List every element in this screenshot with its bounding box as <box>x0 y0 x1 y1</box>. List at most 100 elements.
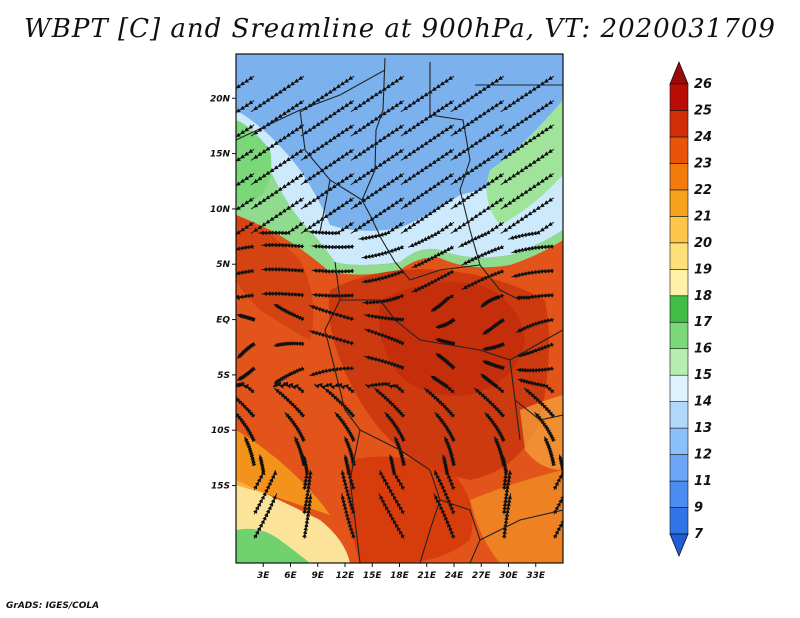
colorbar-swatch <box>669 110 689 138</box>
streamline <box>430 293 455 312</box>
streamline <box>236 173 255 208</box>
colorbar-swatch <box>669 189 689 217</box>
streamline <box>482 360 505 371</box>
colorbar-swatch <box>669 427 689 455</box>
colorbar-level-label: 20 <box>694 236 712 251</box>
streamline <box>384 411 406 442</box>
colorbar-swatch <box>669 216 689 244</box>
lon-tick-label: 15E <box>363 571 383 581</box>
streamline <box>373 387 406 418</box>
lon-tick-label: 9E <box>312 571 325 581</box>
streamlines <box>236 75 563 539</box>
streamline <box>236 221 255 243</box>
lat-tick-label: 5N <box>216 260 230 270</box>
streamline <box>236 268 255 282</box>
streamline <box>308 304 355 322</box>
streamline <box>273 387 306 418</box>
streamline <box>363 328 405 346</box>
lon-tick-label: 18E <box>390 571 410 581</box>
streamline <box>273 303 305 322</box>
streamline <box>362 293 405 305</box>
colorbar-level-label: 12 <box>694 448 712 463</box>
streamline <box>273 341 305 348</box>
colorbar-swatch <box>669 480 689 508</box>
colorbar-level-label: 7 <box>694 527 704 542</box>
plot-title: WBPT [C] and Sreamline at 900hPa, VT: 20… <box>24 14 776 44</box>
colorbar-swatch <box>669 83 689 111</box>
streamline <box>258 221 305 236</box>
streamline <box>433 493 456 539</box>
colorbar-level-label: 9 <box>694 501 703 516</box>
streamline <box>516 342 555 358</box>
colorbar-level-label: 24 <box>694 130 712 145</box>
colorbar-swatch <box>669 295 689 323</box>
streamline <box>334 411 357 442</box>
streamline <box>236 388 256 418</box>
streamline <box>523 387 556 418</box>
longitude-axis: 3E 6E 9E 12E 15E 18E 21E 24E 27E 30E 33E <box>257 563 546 581</box>
colorbar-level-label: 25 <box>694 103 712 118</box>
streamline <box>237 341 256 359</box>
streamline <box>435 317 456 329</box>
streamline <box>461 244 505 266</box>
colorbar-level-label: 21 <box>694 209 712 224</box>
streamline <box>482 317 506 335</box>
colorbar-level-label: 17 <box>694 315 713 330</box>
colorbar-swatch <box>669 454 689 482</box>
streamline <box>473 387 506 418</box>
streamline <box>308 330 355 346</box>
streamline <box>408 221 455 248</box>
streamline <box>430 375 455 394</box>
streamline <box>411 269 455 293</box>
streamline <box>313 382 355 394</box>
streamline <box>261 242 305 249</box>
streamline <box>236 197 255 232</box>
streamline <box>507 221 555 240</box>
colorbar: 7 9 11 12 13 14 15 16 17 18 19 20 21 22 23 24 25 26 <box>669 60 713 558</box>
streamline <box>323 387 356 418</box>
colorbar-swatch <box>669 507 689 535</box>
streamline <box>501 493 512 539</box>
colorbar-swatch <box>669 136 689 164</box>
streamline <box>311 292 355 299</box>
streamline <box>236 366 256 381</box>
lat-tick-label: EQ <box>216 316 230 326</box>
streamline <box>482 341 506 352</box>
lon-tick-label: 12E <box>336 571 356 581</box>
streamline <box>272 381 305 394</box>
streamline <box>516 317 554 333</box>
streamline <box>308 366 355 377</box>
lat-tick-label: 10N <box>210 205 231 215</box>
lon-tick-label: 21E <box>417 571 437 581</box>
lat-tick-label: 5S <box>217 371 230 381</box>
colorbar-level-label: 19 <box>694 262 712 277</box>
lat-tick-label: 10S <box>211 426 230 436</box>
streamline <box>261 267 305 274</box>
streamline <box>378 493 406 539</box>
lon-tick-label: 24E <box>445 571 465 581</box>
streamline <box>273 366 305 384</box>
latitude-axis: 20N 15N 10N 5N EQ 5S 10S 15S <box>210 94 236 492</box>
streamline <box>516 366 554 373</box>
streamline <box>484 411 506 443</box>
streamline <box>515 292 554 300</box>
streamline <box>364 381 405 394</box>
streamline <box>236 124 255 159</box>
streamline <box>302 493 313 539</box>
streamline <box>461 269 505 291</box>
footer-credit: GrADS: IGES/COLA <box>6 601 100 611</box>
colorbar-swatch <box>669 348 689 376</box>
streamline <box>480 373 505 394</box>
streamline <box>511 244 554 254</box>
streamline <box>511 268 554 278</box>
colorbar-swatch <box>669 242 689 270</box>
streamline <box>236 381 255 394</box>
streamline <box>480 293 505 308</box>
streamline <box>340 493 356 539</box>
colorbar-min-arrow <box>669 533 689 558</box>
lat-tick-label: 20N <box>210 94 231 104</box>
colorbar-level-label: 15 <box>694 368 712 383</box>
lon-tick-label: 30E <box>499 571 519 581</box>
colorbar-swatch <box>669 374 689 402</box>
colorbar-level-label: 13 <box>694 421 712 436</box>
